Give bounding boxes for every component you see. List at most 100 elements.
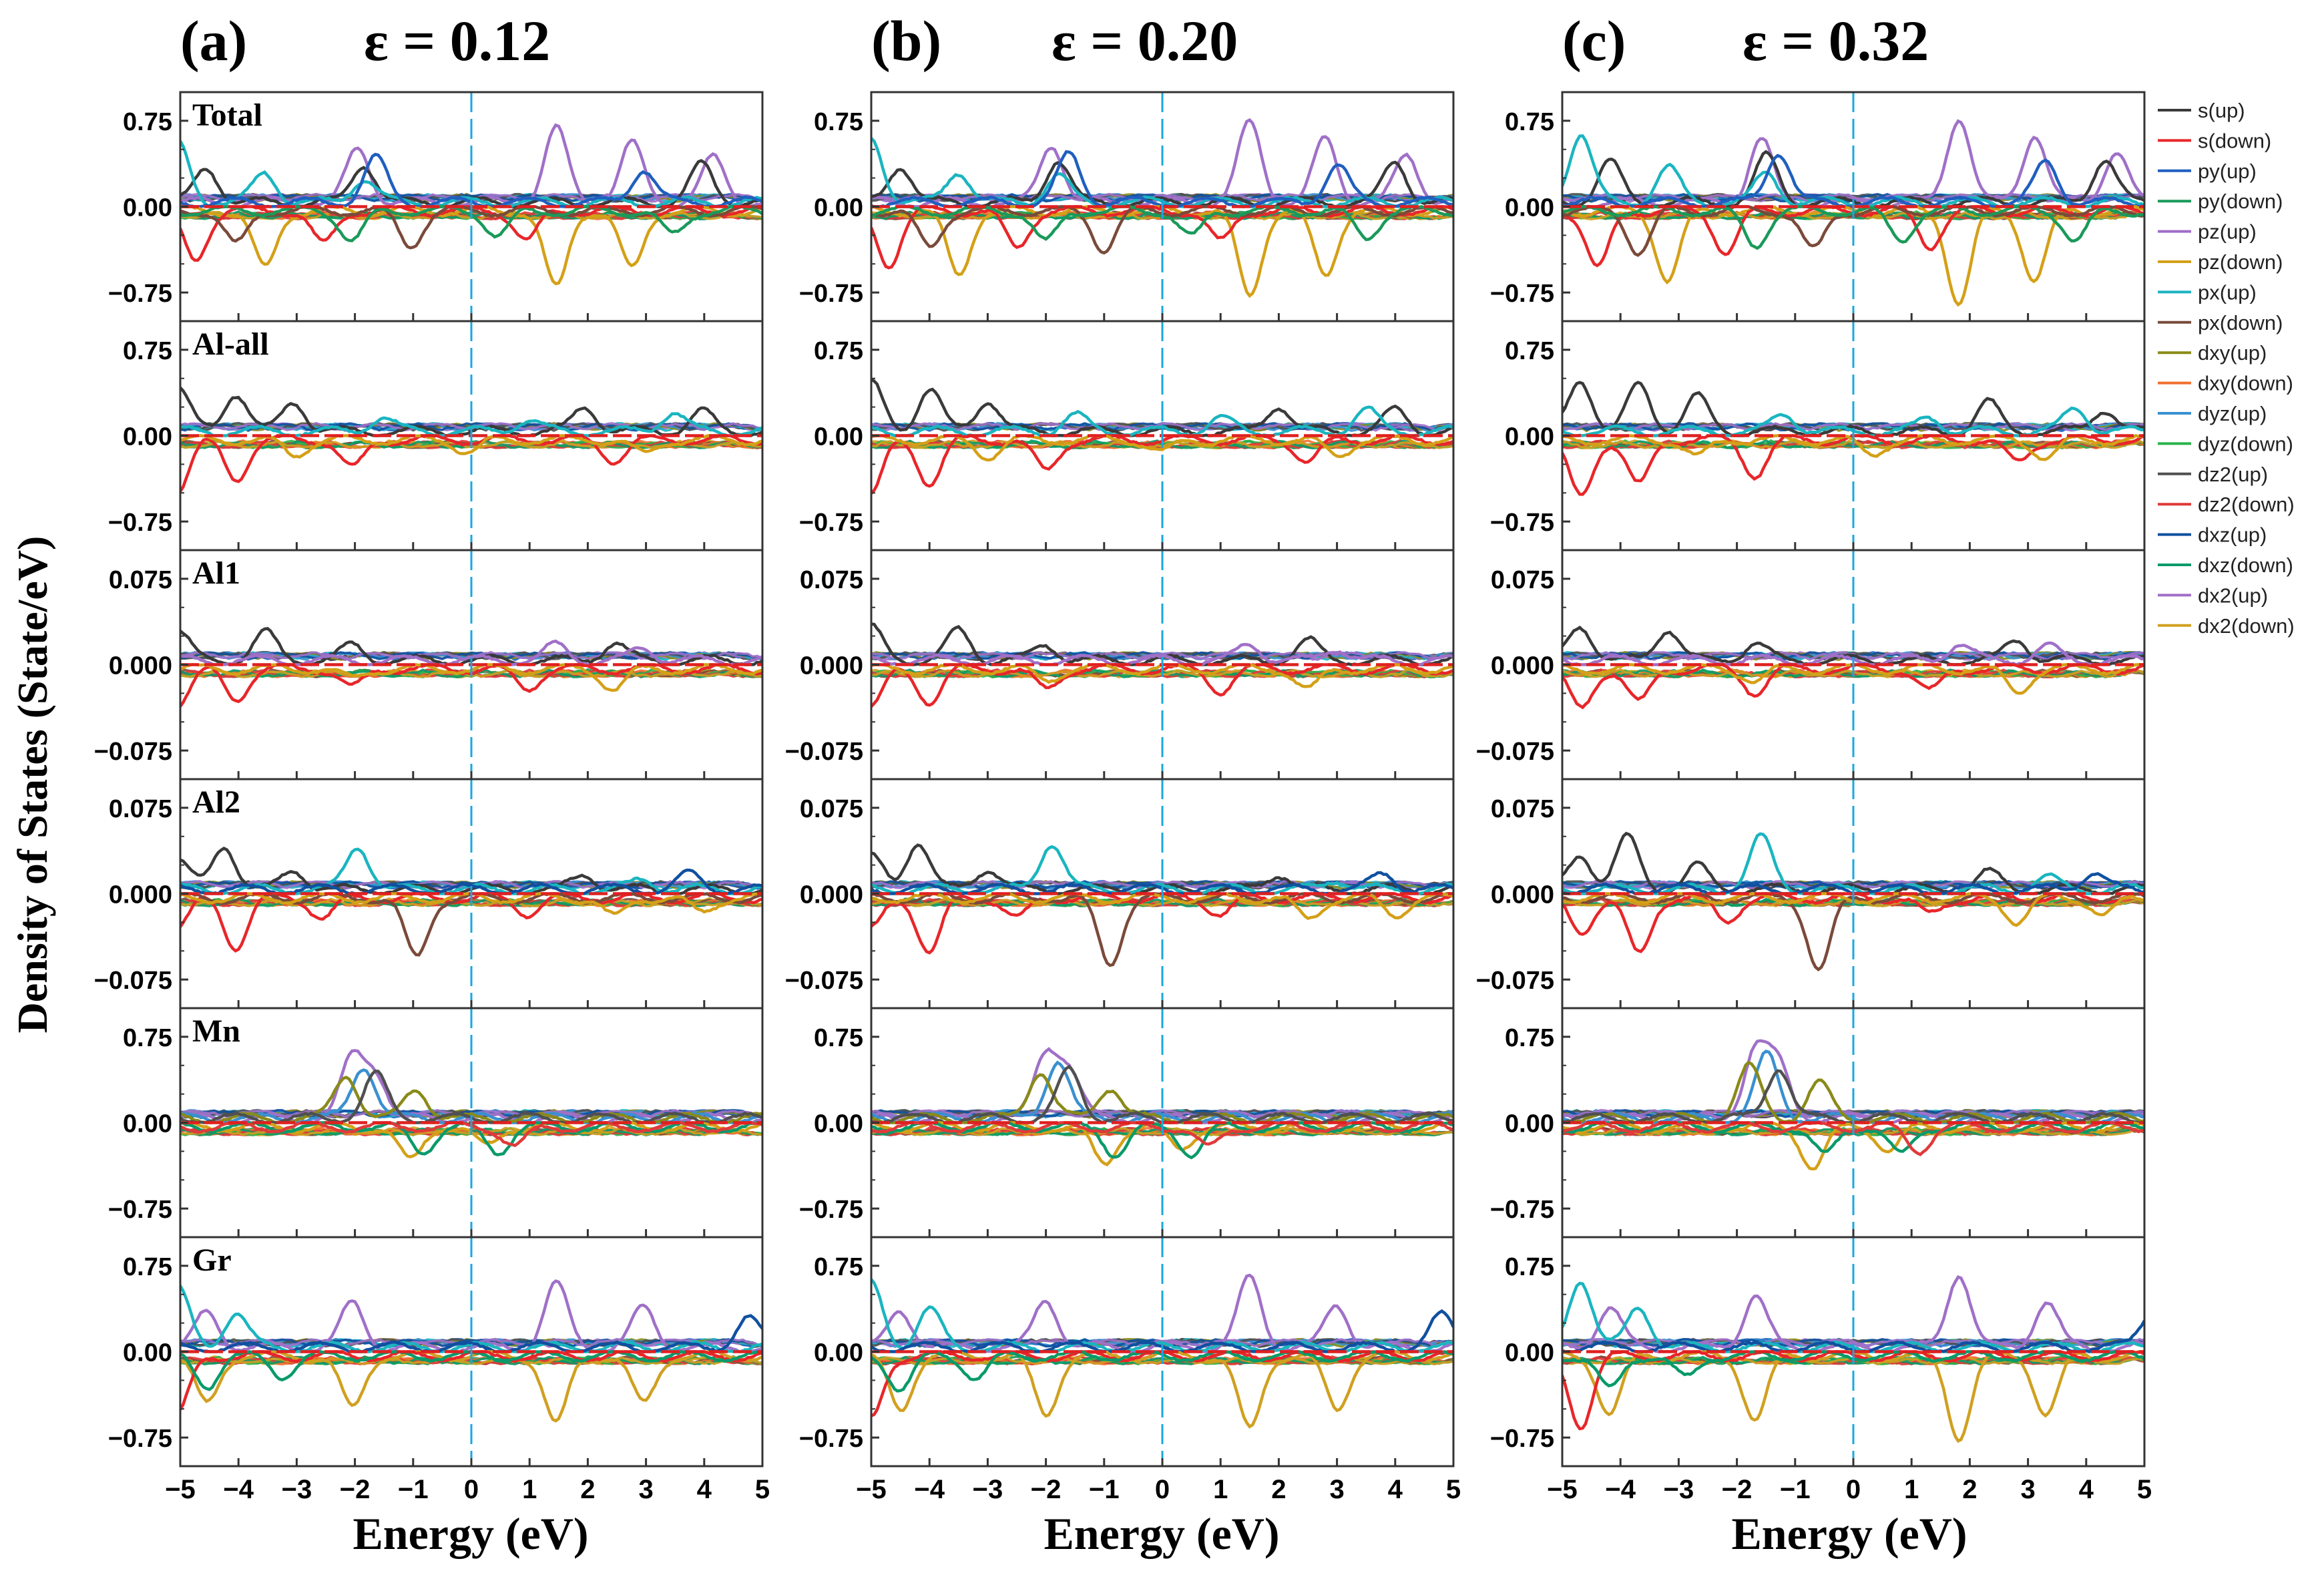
curve-pz(down)-main xyxy=(871,434,1453,462)
row-label: Al1 xyxy=(192,555,240,591)
y-tick-label: −0.075 xyxy=(94,738,172,766)
y-tick-label: 0.00 xyxy=(814,423,863,451)
y-tick-label: 0.75 xyxy=(123,108,172,136)
legend-label: pz(down) xyxy=(2198,250,2283,274)
legend-entry-pz(down): pz(down) xyxy=(2158,250,2283,274)
y-tick-label: −0.075 xyxy=(1476,967,1554,995)
panel-0-3: 0.075 0.000 −0.075 Al2 xyxy=(94,778,764,1009)
pdos-curves xyxy=(180,387,762,493)
y-tick-label: 0.75 xyxy=(1505,1253,1554,1281)
curve-dx2(up) xyxy=(871,192,1453,203)
panel-2-5: 0.75 0.00 −0.75 −5 −4 −3 −2 −1 0 1 2 3 4 5 xyxy=(1490,1236,2152,1504)
y-tick-label: 0.000 xyxy=(1491,881,1554,909)
row-label: Al-all xyxy=(192,326,269,362)
y-tick-label: −0.075 xyxy=(94,967,172,995)
y-tick-label: 0.75 xyxy=(1505,108,1554,136)
row-label: Gr xyxy=(192,1243,232,1278)
legend-entry-s(down): s(down) xyxy=(2158,129,2271,152)
legend-label: pz(up) xyxy=(2198,220,2257,244)
y-tick-label: −0.75 xyxy=(1490,280,1554,308)
y-tick-label: 0.00 xyxy=(1505,423,1554,451)
legend-label: px(up) xyxy=(2198,280,2257,304)
x-tick-label: 4 xyxy=(1388,1475,1403,1504)
x-tick-label: 3 xyxy=(638,1475,653,1504)
y-tick-label: 0.75 xyxy=(814,337,863,365)
legend-label: dxy(up) xyxy=(2198,341,2267,365)
y-tick-label: −0.75 xyxy=(108,509,172,537)
y-tick-label: −0.75 xyxy=(108,280,172,308)
y-tick-label: −0.75 xyxy=(108,1196,172,1224)
legend-label: py(down) xyxy=(2198,190,2283,213)
x-tick-label: 0 xyxy=(1155,1475,1170,1504)
y-tick-label: 0.00 xyxy=(1505,1339,1554,1367)
x-tick-label: −3 xyxy=(282,1475,312,1504)
x-tick-label: 3 xyxy=(2020,1475,2035,1504)
curve-s(up)-main xyxy=(1562,625,2144,666)
legend-label: dyz(up) xyxy=(2198,402,2267,425)
y-tick-label: 0.075 xyxy=(800,795,863,823)
curve-px(up)-main xyxy=(180,412,762,437)
y-tick-label: 0.00 xyxy=(123,194,172,222)
y-tick-label: 0.075 xyxy=(109,566,172,594)
y-tick-label: 0.75 xyxy=(123,1253,172,1281)
panel-0-2: 0.075 0.000 −0.075 Al1 xyxy=(94,549,764,780)
x-tick-label: 4 xyxy=(697,1475,712,1504)
column-a-title: ε = 0.12 xyxy=(364,9,550,73)
x-tick-label: 1 xyxy=(522,1475,537,1504)
x-tick-label: −2 xyxy=(1031,1475,1062,1504)
y-tick-label: 0.75 xyxy=(123,337,172,365)
x-tick-label: 3 xyxy=(1329,1475,1344,1504)
x-tick-label: 1 xyxy=(1904,1475,1919,1504)
x-tick-label: −4 xyxy=(223,1475,254,1504)
legend-entry-px(up): px(up) xyxy=(2158,280,2257,304)
x-tick-label: −3 xyxy=(973,1475,1003,1504)
y-tick-label: 0.75 xyxy=(814,108,863,136)
y-tick-label: 0.000 xyxy=(109,881,172,909)
legend-entry-pz(up): pz(up) xyxy=(2158,220,2257,244)
x-tick-label: 0 xyxy=(1846,1475,1861,1504)
panel-1-5: 0.75 0.00 −0.75 −5 −4 −3 −2 −1 0 1 2 3 4 5 xyxy=(799,1236,1461,1504)
x-tick-label: −5 xyxy=(1547,1475,1578,1504)
legend-entry-px(down): px(down) xyxy=(2158,311,2283,334)
legend-label: dx2(up) xyxy=(2198,584,2268,607)
panel-2-1: 0.75 0.00 −0.75 xyxy=(1490,320,2146,551)
y-tick-label: 0.75 xyxy=(123,1024,172,1052)
legend: s(up) s(down) py(up) py(down) pz(up) pz(down)… xyxy=(2158,99,2295,638)
panel-2-2: 0.075 0.000 −0.075 xyxy=(1476,549,2146,780)
y-tick-label: 0.075 xyxy=(109,795,172,823)
y-tick-label: −0.75 xyxy=(799,280,863,308)
x-tick-label: 2 xyxy=(1271,1475,1286,1504)
legend-entry-dyz(up): dyz(up) xyxy=(2158,402,2267,425)
x-tick-label: 0 xyxy=(464,1475,479,1504)
column-c-title: ε = 0.32 xyxy=(1742,9,1929,73)
legend-label: dyz(down) xyxy=(2198,432,2293,455)
y-tick-label: −0.075 xyxy=(785,967,863,995)
column-a-tag: (a) xyxy=(180,9,247,73)
curve-dx2(up) xyxy=(871,651,1453,662)
x-tick-label: 4 xyxy=(2079,1475,2094,1504)
legend-label: s(up) xyxy=(2198,99,2245,122)
legend-entry-dxz(down): dxz(down) xyxy=(2158,553,2293,577)
panel-0-0: 0.75 0.00 −0.75 Total xyxy=(108,91,764,322)
legend-entry-dz2(up): dz2(up) xyxy=(2158,463,2268,486)
y-tick-label: 0.00 xyxy=(814,1110,863,1138)
curve-dx2(up) xyxy=(871,1109,1453,1120)
column-b-tag: (b) xyxy=(871,9,941,73)
y-tick-label: 0.00 xyxy=(123,423,172,451)
panels: 0.75 0.00 −0.75 Total 0.75 0.00 −0.75 Al-all 0.0… xyxy=(94,91,2152,1504)
row-label: Total xyxy=(192,97,262,133)
y-tick-label: 0.00 xyxy=(123,1110,172,1138)
x-tick-label: −1 xyxy=(1780,1475,1811,1504)
panel-1-2: 0.075 0.000 −0.075 xyxy=(785,549,1455,780)
y-tick-label: −0.75 xyxy=(108,1425,172,1453)
legend-entry-s(up): s(up) xyxy=(2158,99,2245,122)
x-tick-label: −4 xyxy=(1605,1475,1636,1504)
y-tick-label: −0.075 xyxy=(785,738,863,766)
row-label: Al2 xyxy=(192,784,240,820)
legend-entry-dx2(up): dx2(up) xyxy=(2158,584,2268,607)
x-tick-label: 5 xyxy=(755,1475,770,1504)
legend-entry-py(down): py(down) xyxy=(2158,190,2283,213)
y-tick-label: 0.75 xyxy=(1505,1024,1554,1052)
legend-entry-dz2(down): dz2(down) xyxy=(2158,493,2295,516)
